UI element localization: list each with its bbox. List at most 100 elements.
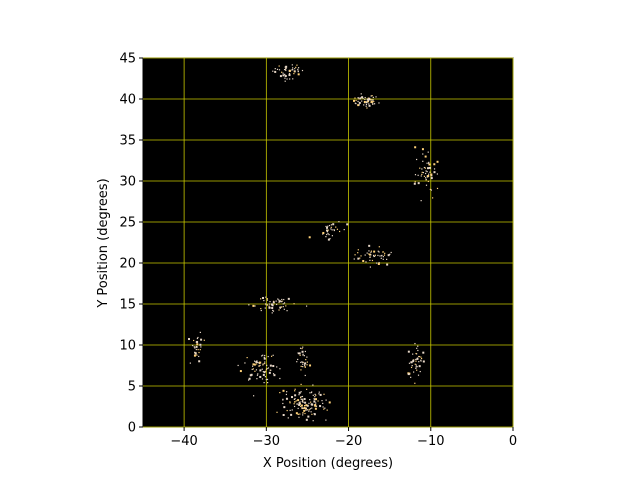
data-points bbox=[188, 64, 439, 422]
data-point bbox=[416, 369, 418, 371]
data-point bbox=[325, 236, 327, 238]
data-point bbox=[326, 231, 329, 233]
data-point bbox=[314, 404, 317, 407]
data-point bbox=[199, 331, 201, 333]
data-point bbox=[370, 99, 372, 101]
data-point bbox=[421, 148, 424, 151]
data-point bbox=[319, 405, 322, 408]
data-point bbox=[313, 413, 316, 416]
data-point bbox=[430, 177, 433, 180]
data-point bbox=[294, 401, 296, 403]
data-point bbox=[417, 349, 419, 352]
plot-background bbox=[142, 57, 514, 428]
data-point bbox=[326, 409, 328, 411]
data-point bbox=[422, 160, 424, 162]
data-point bbox=[318, 393, 320, 395]
data-point bbox=[366, 107, 368, 109]
data-point bbox=[266, 298, 268, 300]
data-point bbox=[262, 363, 264, 365]
data-point bbox=[322, 402, 324, 405]
data-point bbox=[322, 231, 325, 234]
data-point bbox=[279, 368, 281, 370]
data-point bbox=[428, 163, 431, 166]
data-point bbox=[188, 338, 191, 341]
data-point bbox=[301, 398, 303, 400]
data-point bbox=[378, 261, 380, 264]
data-point bbox=[260, 298, 262, 300]
data-point bbox=[301, 400, 303, 403]
data-point bbox=[259, 375, 262, 378]
data-point bbox=[296, 361, 298, 363]
data-point bbox=[199, 343, 202, 346]
data-point bbox=[291, 396, 294, 399]
data-point bbox=[282, 398, 284, 400]
data-point bbox=[421, 168, 423, 170]
data-point bbox=[370, 100, 373, 103]
data-point bbox=[267, 367, 270, 369]
data-point bbox=[282, 402, 284, 405]
y-tick-label: 40 bbox=[119, 93, 136, 108]
data-point bbox=[196, 337, 199, 340]
data-point bbox=[330, 226, 332, 228]
data-point bbox=[414, 363, 416, 365]
data-point bbox=[378, 246, 380, 248]
data-point bbox=[286, 78, 288, 80]
data-point bbox=[266, 378, 269, 381]
data-point bbox=[266, 364, 268, 366]
data-point bbox=[420, 357, 423, 360]
data-point bbox=[265, 296, 267, 298]
data-point bbox=[299, 347, 302, 349]
data-point bbox=[308, 236, 311, 239]
data-point bbox=[291, 64, 293, 66]
data-point bbox=[196, 343, 199, 346]
data-point bbox=[363, 104, 365, 106]
y-tick-label: 25 bbox=[119, 216, 136, 231]
data-point bbox=[426, 170, 428, 173]
data-point bbox=[254, 305, 256, 307]
data-point bbox=[262, 354, 264, 356]
data-point bbox=[407, 373, 410, 376]
data-point bbox=[322, 233, 324, 235]
data-point bbox=[306, 356, 308, 358]
data-point bbox=[368, 103, 370, 105]
data-point bbox=[299, 403, 301, 405]
data-point bbox=[265, 368, 268, 371]
data-point bbox=[361, 100, 363, 102]
data-point bbox=[363, 100, 366, 103]
data-point bbox=[429, 188, 431, 191]
y-axis: 0 5 10 15 20 25 30 35 40 45 bbox=[119, 52, 143, 436]
data-point bbox=[249, 374, 252, 377]
data-point bbox=[366, 98, 369, 101]
data-point bbox=[422, 360, 425, 363]
data-point bbox=[414, 342, 416, 345]
data-point bbox=[367, 101, 370, 103]
data-point bbox=[357, 257, 360, 260]
data-point bbox=[261, 355, 263, 357]
data-point bbox=[419, 167, 421, 169]
data-point bbox=[269, 307, 271, 309]
data-point bbox=[272, 365, 275, 368]
data-point bbox=[308, 409, 310, 411]
data-point bbox=[427, 151, 429, 153]
y-tick-label: 20 bbox=[119, 257, 136, 272]
data-point bbox=[294, 394, 297, 397]
data-point bbox=[297, 413, 299, 416]
data-point bbox=[306, 364, 308, 366]
data-point bbox=[325, 225, 327, 228]
data-point bbox=[332, 223, 335, 226]
data-point bbox=[291, 409, 293, 411]
data-point bbox=[377, 250, 379, 252]
data-point bbox=[314, 396, 316, 398]
data-point bbox=[300, 405, 302, 407]
data-point bbox=[301, 407, 303, 409]
data-point bbox=[298, 352, 301, 355]
data-point bbox=[309, 364, 312, 367]
data-point bbox=[415, 367, 417, 370]
data-point bbox=[194, 351, 196, 354]
data-point bbox=[311, 391, 313, 393]
data-point bbox=[304, 366, 306, 368]
data-point bbox=[256, 361, 259, 363]
data-point bbox=[370, 250, 373, 252]
data-point bbox=[305, 305, 308, 307]
